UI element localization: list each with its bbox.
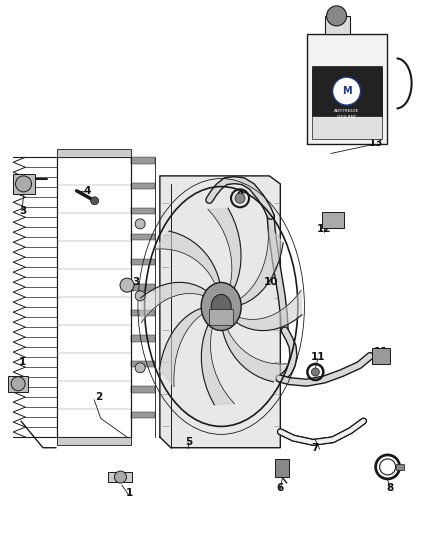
Text: 1: 1 [19, 358, 26, 367]
Bar [13, 174, 35, 194]
Circle shape [135, 219, 145, 229]
Text: 6: 6 [277, 483, 284, 492]
Polygon shape [201, 318, 234, 405]
Circle shape [91, 197, 99, 205]
Polygon shape [221, 322, 287, 382]
Bar [131, 386, 155, 392]
Bar [8, 376, 28, 392]
Circle shape [15, 176, 32, 192]
Text: 4: 4 [84, 186, 91, 196]
Text: 11: 11 [374, 347, 389, 357]
Bar [322, 212, 344, 228]
Bar [131, 157, 155, 164]
Bar [131, 285, 155, 291]
Bar [275, 459, 289, 477]
Circle shape [120, 278, 134, 292]
Bar [209, 309, 233, 325]
Text: 10: 10 [263, 278, 278, 287]
Bar [307, 34, 387, 144]
Text: 12: 12 [317, 224, 332, 234]
Text: 8: 8 [386, 483, 393, 492]
Text: M: M [342, 86, 351, 96]
Text: 2: 2 [95, 392, 102, 402]
Text: 9: 9 [237, 191, 244, 201]
Bar [396, 464, 404, 470]
Bar [131, 208, 155, 214]
Polygon shape [208, 208, 241, 295]
Text: 7: 7 [312, 443, 319, 453]
Circle shape [11, 377, 25, 391]
Bar [131, 361, 155, 367]
Circle shape [135, 363, 145, 373]
Bar [325, 16, 350, 34]
Polygon shape [155, 231, 221, 291]
Bar [131, 183, 155, 189]
Text: 13: 13 [368, 138, 383, 148]
Polygon shape [159, 306, 208, 386]
Text: 11: 11 [311, 352, 325, 362]
Circle shape [114, 471, 127, 483]
Circle shape [327, 6, 346, 26]
Text: 1: 1 [126, 488, 133, 498]
Ellipse shape [201, 282, 241, 330]
Text: ANTIFREEZE: ANTIFREEZE [334, 109, 359, 113]
Bar [131, 310, 155, 316]
Polygon shape [230, 290, 302, 330]
Polygon shape [141, 282, 212, 322]
Circle shape [332, 77, 360, 105]
Bar [109, 472, 132, 482]
Bar [131, 233, 155, 240]
Text: 5: 5 [185, 438, 192, 447]
Ellipse shape [211, 294, 231, 319]
Bar [131, 411, 155, 418]
Polygon shape [234, 227, 283, 306]
Polygon shape [160, 176, 280, 448]
Bar [372, 348, 390, 364]
Text: COOLANT: COOLANT [336, 115, 357, 119]
Bar [311, 66, 381, 116]
Circle shape [135, 291, 145, 301]
Circle shape [311, 368, 319, 376]
Text: 3: 3 [132, 278, 139, 287]
Bar [131, 259, 155, 265]
Text: 3: 3 [19, 206, 26, 215]
Bar [57, 437, 131, 445]
Bar [311, 69, 381, 139]
Circle shape [235, 193, 245, 203]
Bar [131, 335, 155, 342]
Bar [57, 149, 131, 157]
